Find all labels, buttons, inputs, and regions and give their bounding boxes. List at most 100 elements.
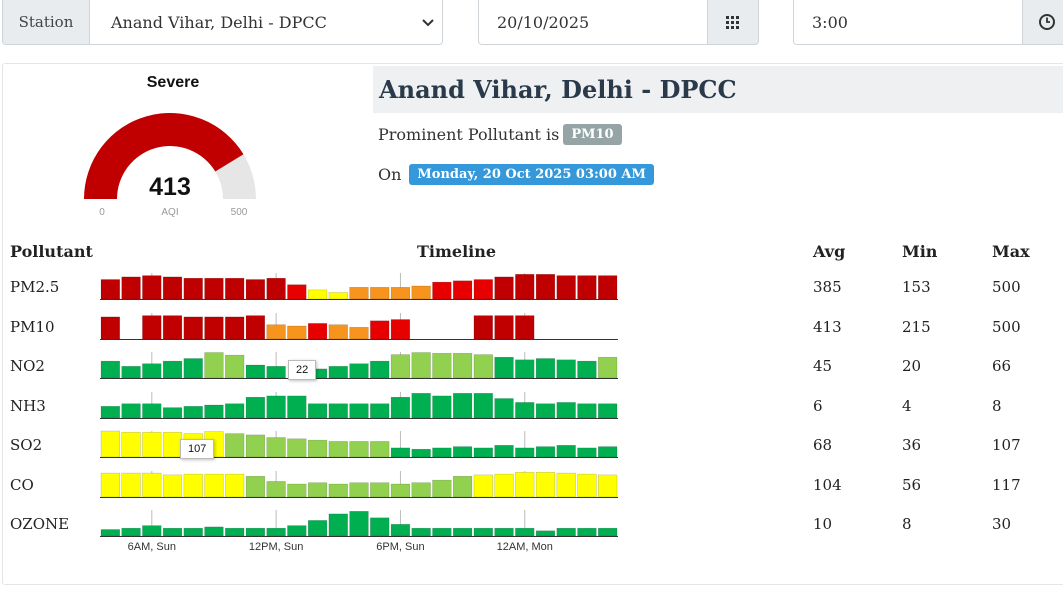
timeline-bar[interactable] bbox=[225, 433, 245, 458]
timeline-bar[interactable] bbox=[287, 483, 307, 497]
timeline-bar[interactable] bbox=[328, 483, 348, 497]
timeline-bar[interactable] bbox=[287, 525, 307, 537]
date-input[interactable]: 20/10/2025 bbox=[478, 0, 708, 45]
timeline-bar[interactable] bbox=[266, 277, 286, 300]
timeline-bar[interactable] bbox=[162, 527, 183, 537]
timeline-bar[interactable] bbox=[577, 275, 597, 300]
timeline-bar[interactable] bbox=[307, 322, 328, 339]
timeline-bar[interactable] bbox=[183, 527, 203, 537]
timeline-bar[interactable] bbox=[556, 445, 576, 458]
timeline-bar[interactable] bbox=[307, 520, 328, 537]
timeline-bar[interactable] bbox=[349, 326, 369, 339]
timeline-bar[interactable] bbox=[204, 316, 224, 339]
timeline-bar[interactable] bbox=[411, 392, 431, 418]
timeline-bar[interactable] bbox=[266, 366, 286, 379]
timeline-bar[interactable] bbox=[432, 447, 452, 458]
timeline-bar[interactable] bbox=[328, 292, 348, 300]
timeline-bar[interactable] bbox=[142, 432, 162, 458]
timeline-bar[interactable] bbox=[577, 402, 597, 418]
timeline-bar[interactable] bbox=[432, 527, 452, 537]
timeline-bar[interactable] bbox=[494, 397, 514, 418]
timeline-nh3[interactable] bbox=[100, 388, 620, 420]
timeline-bar[interactable] bbox=[204, 404, 224, 418]
timeline-bar[interactable] bbox=[349, 481, 369, 497]
timeline-bar[interactable] bbox=[556, 275, 576, 300]
timeline-bar[interactable] bbox=[307, 402, 328, 418]
timeline-bar[interactable] bbox=[370, 402, 390, 418]
timeline-bar[interactable] bbox=[452, 475, 473, 497]
timeline-bar[interactable] bbox=[287, 395, 307, 418]
timeline-bar[interactable] bbox=[245, 475, 266, 497]
timeline-bar[interactable] bbox=[287, 284, 307, 300]
timeline-bar[interactable] bbox=[328, 513, 348, 537]
timeline-bar[interactable] bbox=[121, 472, 141, 497]
timeline-bar[interactable] bbox=[100, 360, 120, 379]
clock-button[interactable] bbox=[1022, 0, 1063, 45]
timeline-bar[interactable] bbox=[328, 366, 348, 379]
station-select[interactable]: Anand Vihar, Delhi - DPCC bbox=[89, 0, 443, 45]
timeline-bar[interactable] bbox=[577, 527, 597, 537]
timeline-bar[interactable] bbox=[515, 471, 535, 497]
timeline-bar[interactable] bbox=[121, 527, 141, 537]
timeline-bar[interactable] bbox=[121, 276, 141, 300]
timeline-bar[interactable] bbox=[390, 447, 411, 458]
timeline-bar[interactable] bbox=[100, 472, 120, 497]
timeline-bar[interactable] bbox=[577, 447, 597, 458]
timeline-pm10[interactable] bbox=[100, 309, 620, 341]
timeline-bar[interactable] bbox=[515, 314, 535, 339]
timeline-bar[interactable] bbox=[100, 529, 120, 537]
timeline-bar[interactable] bbox=[370, 320, 390, 339]
timeline-bar[interactable] bbox=[473, 392, 493, 418]
timeline-bar[interactable] bbox=[452, 280, 473, 300]
timeline-bar[interactable] bbox=[598, 402, 618, 418]
timeline-bar[interactable] bbox=[473, 279, 493, 300]
timeline-bar[interactable] bbox=[535, 402, 556, 418]
timeline-bar[interactable] bbox=[349, 287, 369, 300]
timeline-bar[interactable] bbox=[225, 277, 245, 300]
timeline-bar[interactable] bbox=[473, 354, 493, 379]
timeline-bar[interactable] bbox=[142, 275, 162, 300]
timeline-bar[interactable] bbox=[473, 447, 493, 458]
timeline-bar[interactable] bbox=[473, 527, 493, 537]
timeline-bar[interactable] bbox=[162, 406, 183, 418]
timeline-pm25[interactable] bbox=[100, 269, 620, 301]
timeline-bar[interactable] bbox=[349, 511, 369, 537]
calendar-button[interactable] bbox=[707, 0, 759, 45]
timeline-bar[interactable] bbox=[411, 527, 431, 537]
timeline-bar[interactable] bbox=[598, 356, 618, 379]
timeline-bar[interactable] bbox=[452, 446, 473, 458]
timeline-bar[interactable] bbox=[556, 359, 576, 379]
timeline-bar[interactable] bbox=[183, 358, 203, 379]
timeline-bar[interactable] bbox=[349, 402, 369, 418]
timeline-bar[interactable] bbox=[245, 279, 266, 300]
time-input[interactable]: 3:00 bbox=[793, 0, 1023, 45]
timeline-bar[interactable] bbox=[328, 402, 348, 418]
timeline-bar[interactable] bbox=[556, 472, 576, 497]
timeline-bar[interactable] bbox=[266, 437, 286, 458]
timeline-bar[interactable] bbox=[411, 352, 431, 379]
timeline-bar[interactable] bbox=[390, 318, 411, 339]
timeline-bar[interactable] bbox=[452, 353, 473, 379]
timeline-bar[interactable] bbox=[494, 527, 514, 537]
timeline-bar[interactable] bbox=[390, 354, 411, 379]
timeline-bar[interactable] bbox=[577, 360, 597, 379]
timeline-bar[interactable] bbox=[535, 358, 556, 379]
timeline-bar[interactable] bbox=[432, 281, 452, 300]
timeline-bar[interactable] bbox=[225, 473, 245, 497]
timeline-bar[interactable] bbox=[266, 527, 286, 537]
timeline-bar[interactable] bbox=[142, 525, 162, 537]
timeline-bar[interactable] bbox=[287, 325, 307, 339]
timeline-co[interactable] bbox=[100, 467, 620, 499]
timeline-bar[interactable] bbox=[432, 395, 452, 418]
timeline-bar[interactable] bbox=[266, 395, 286, 418]
timeline-bar[interactable] bbox=[183, 316, 203, 339]
timeline-bar[interactable] bbox=[494, 473, 514, 497]
timeline-bar[interactable] bbox=[598, 527, 618, 537]
timeline-bar[interactable] bbox=[452, 527, 473, 537]
timeline-bar[interactable] bbox=[411, 481, 431, 497]
timeline-bar[interactable] bbox=[556, 401, 576, 418]
timeline-bar[interactable] bbox=[535, 530, 556, 537]
timeline-bar[interactable] bbox=[162, 276, 183, 300]
timeline-bar[interactable] bbox=[328, 323, 348, 339]
timeline-bar[interactable] bbox=[100, 405, 120, 418]
